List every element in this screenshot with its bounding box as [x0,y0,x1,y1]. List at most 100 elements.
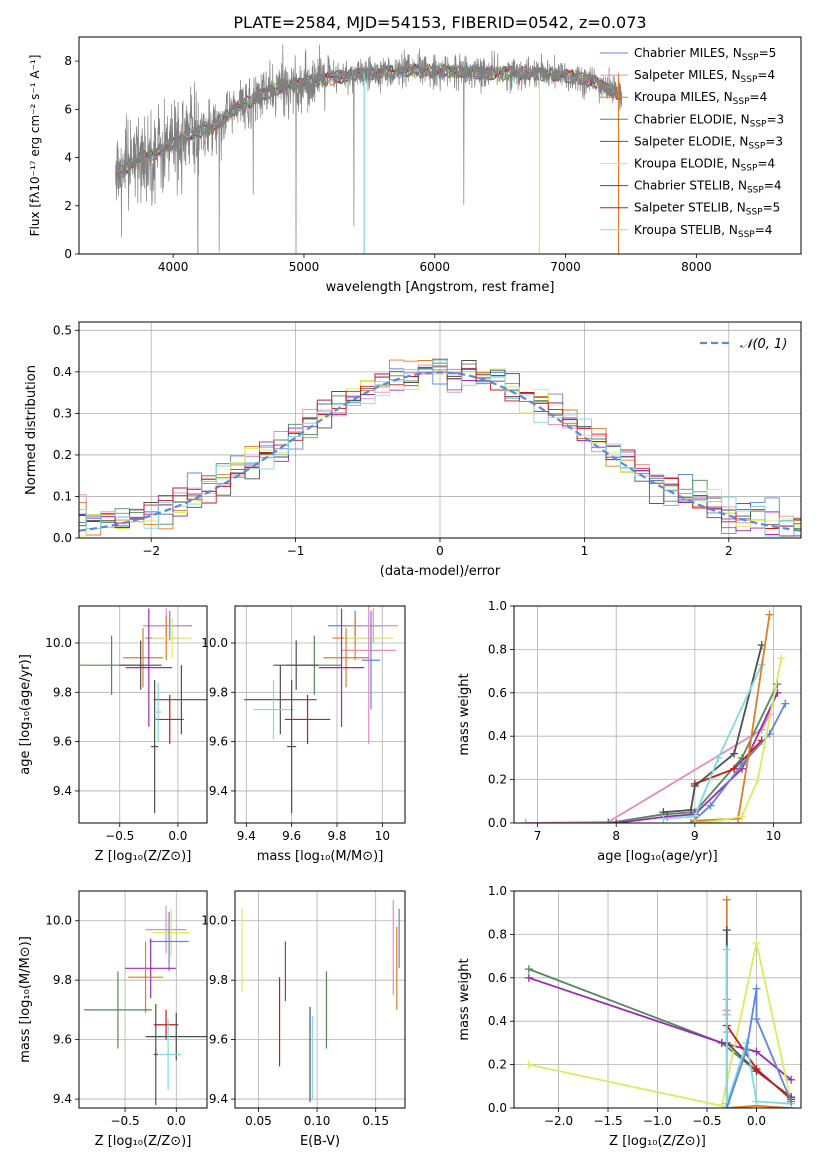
mass-weight-vs-metallicity-panel: −2.0 −1.5 −1.0 −0.5 0.0 0.0 0.2 0.4 0.6 0.8 1.0 Z [… [457,884,802,1149]
plus-marker [521,819,530,823]
mass-weight-line [694,614,771,822]
legend-label-subscript: SSP [750,119,767,129]
plus-marker [612,819,621,823]
y-axis-label: age [log₁₀(age/yr)] [18,654,33,775]
plus-marker [745,743,754,752]
y-tick-label: 8 [64,54,72,68]
x-tick-label: 9.6 [282,829,301,843]
y-axis-label: mass [log₁₀(M/M⊙)] [18,936,33,1063]
x-tick-label: −2 [142,544,160,558]
errorbar-point [348,608,399,643]
x-tick-label: 8000 [681,260,712,274]
errorbar-point [145,905,187,954]
legend-label-name: Salpeter ELODIE, N [634,134,748,148]
y-tick-label: 0.2 [53,448,72,462]
plus-marker [690,819,699,823]
y-tick-label: 0.0 [488,816,507,830]
x-tick-label: 0 [436,544,444,558]
legend-label: Chabrier ELODIE, NSSP=3 [634,112,784,129]
normal-reference-curve [79,371,801,532]
x-tick-label: 0.15 [362,1114,389,1128]
legend-label-value: =4 [757,157,775,171]
plus-marker [752,1015,761,1024]
x-axis-label: Z [log₁₀(Z/Z⊙)] [609,1134,706,1149]
y-tick-label: 4 [64,151,72,165]
plus-marker [742,1045,751,1054]
errorbar-point [154,682,162,742]
legend: Chabrier MILES, NSSP=5 Salpeter MILES, NS… [600,46,784,240]
legend-label-subscript: SSP [742,53,759,63]
plus-marker [752,939,761,948]
age-vs-mass-panel: 9.4 9.6 9.8 10 9.4 9.6 9.8 10.0 mass [log₁₀(M/M⊙… [201,605,406,864]
legend-label: Chabrier STELIB, NSSP=4 [634,179,782,196]
x-tick-label: −2.0 [544,1114,573,1128]
legend-label: 𝒩(0, 1) [740,337,787,352]
y-tick-label: 0.3 [53,406,72,420]
y-tick-label: 9.4 [209,784,228,798]
y-tick-label: 10.0 [45,636,72,650]
x-axis-label: wavelength [Angstrom, rest frame] [326,280,555,295]
histogram-step-line [79,362,801,529]
errorbar-point [361,610,381,710]
plus-marker [524,973,533,982]
x-tick-label: −1.0 [643,1114,672,1128]
axes-frame [78,36,802,255]
y-tick-label: 0.8 [488,927,507,941]
errorbar-point [284,694,331,745]
errorbar-point [323,628,369,688]
y-tick-label: 9.4 [53,784,72,798]
y-tick-label: 9.4 [209,1092,228,1106]
y-tick-label: 9.6 [53,735,72,749]
y-axis-label: mass weight [457,958,472,1040]
errorbar-point [244,665,317,735]
errorbar-point [125,608,173,727]
x-tick-label: 0.05 [245,1114,272,1128]
x-tick-label: −1.5 [593,1114,622,1128]
age-vs-metallicity-panel: −0.5 0.0 9.4 9.6 9.8 10.0 Z [log₁₀(Z/Z⊙)] age [… [18,605,208,864]
errorbar-point [155,694,184,745]
x-axis-label: E(B-V) [300,1134,340,1149]
legend-label: Chabrier MILES, NSSP=5 [634,46,776,63]
legend-label-subscript: SSP [746,208,763,218]
mass-weight-line [528,976,792,1081]
plus-marker [604,819,613,823]
legend-label-value: =4 [750,90,768,104]
plus-marker [752,1047,761,1056]
errorbar-point [287,679,297,814]
errorbar-point [128,941,163,1013]
x-tick-label: 9.4 [237,829,256,843]
axes-frame [78,890,208,1109]
plot-area [514,606,801,823]
y-axis-label: Normed distribution [24,365,39,495]
errorbar-point [84,971,152,1049]
x-tick-label: 9 [691,829,699,843]
x-tick-label: 6000 [419,260,450,274]
plus-marker [752,1097,761,1106]
y-tick-label: 9.8 [53,973,72,987]
axes-frame [513,605,802,824]
y-tick-label: 0.0 [53,531,72,545]
mass-weight-vs-age-panel: 7 8 9 10 0.0 0.2 0.4 0.6 0.8 1.0 age [log₁₀(age/yr… [457,599,802,864]
legend-label: Salpeter MILES, NSSP=4 [634,68,775,85]
plus-marker [706,801,715,810]
y-tick-label: 9.8 [209,973,228,987]
y-tick-label: 9.6 [53,1033,72,1047]
mass-weight-line [663,664,763,820]
y-tick-label: 0 [64,247,72,261]
x-tick-label: 10 [375,829,390,843]
y-tick-label: 0.8 [488,642,507,656]
axes-frame [78,605,208,824]
errorbar-point [153,665,207,735]
legend-label-value: =4 [757,68,775,82]
legend-label-name: Chabrier ELODIE, N [634,112,750,126]
legend-label-name: Kroupa MILES, N [634,90,733,104]
mass-vs-extinction-panel: 0.05 0.10 0.15 9.4 9.6 9.8 10.0 E(B-V) [201,890,406,1149]
plus-marker [722,1104,731,1108]
errorbar-point [153,1009,179,1040]
legend-label: Kroupa MILES, NSSP=4 [634,90,767,107]
plus-marker [722,945,731,954]
legend-label-subscript: SSP [733,97,750,107]
x-tick-label: 5000 [289,260,320,274]
legend-label: Salpeter ELODIE, NSSP=3 [634,134,783,151]
